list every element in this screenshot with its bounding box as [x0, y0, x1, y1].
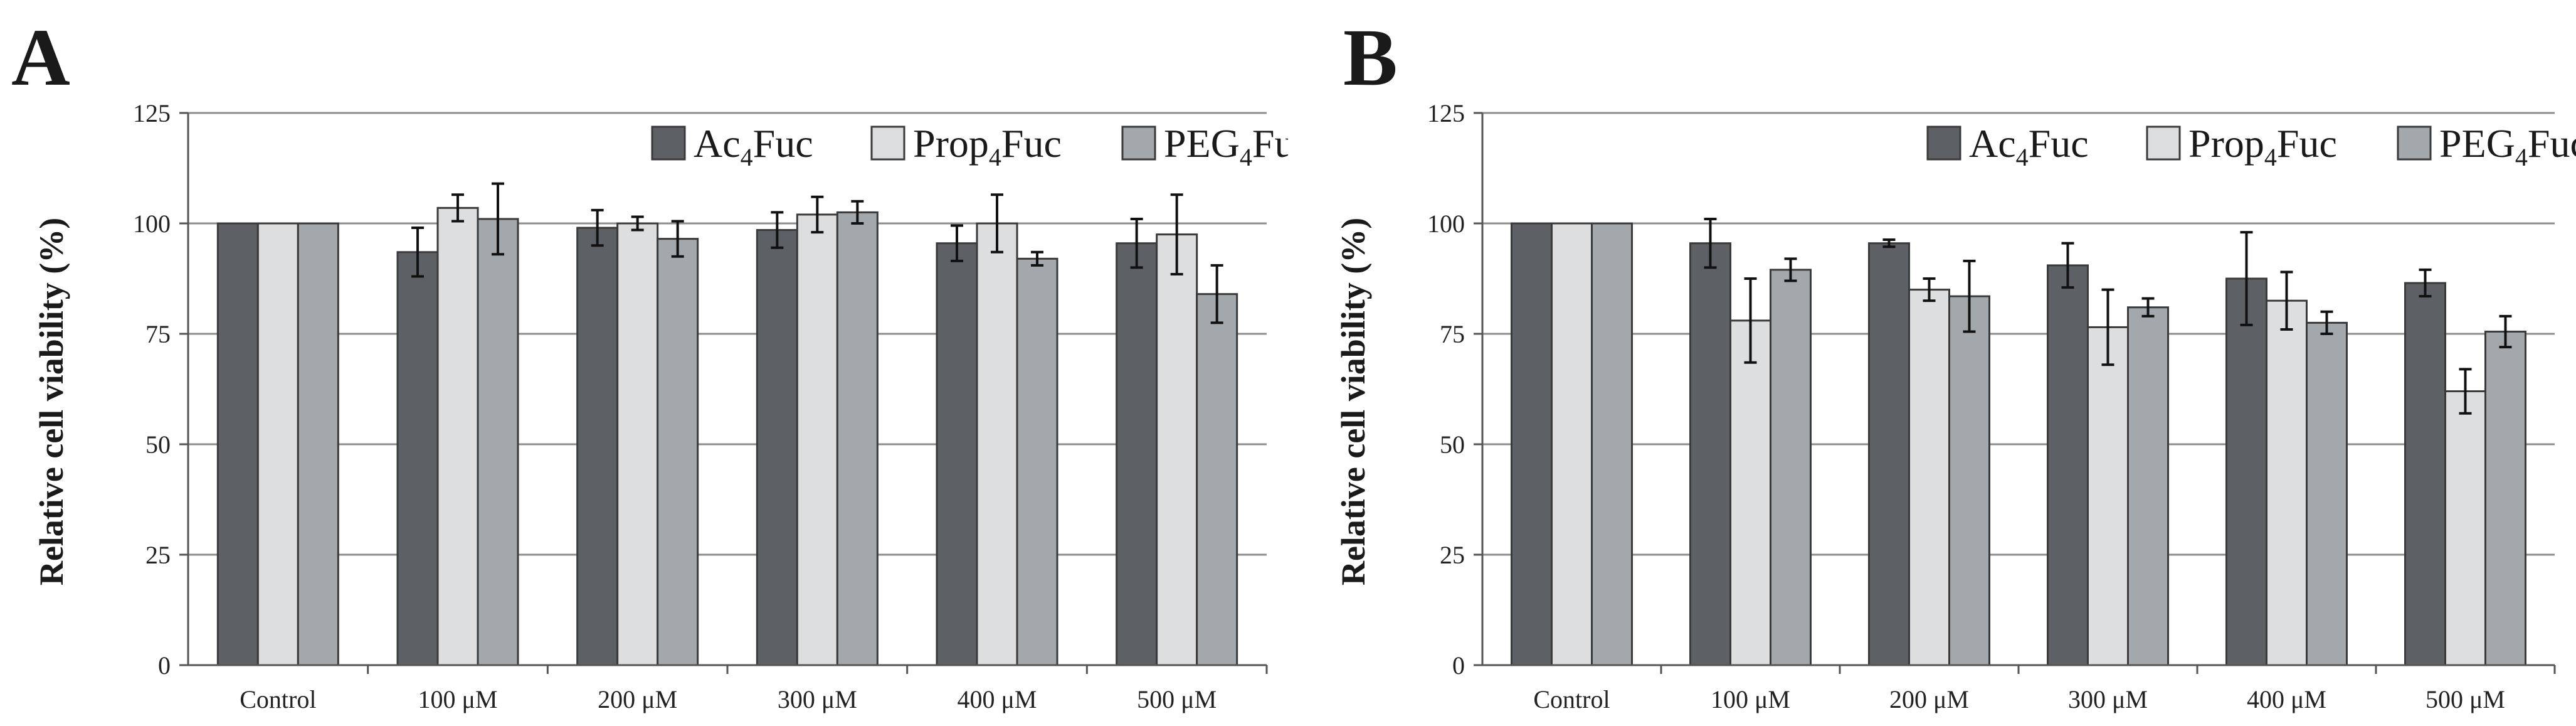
chart-panel-a: A Relative cell viability (%) 0 25 50 75 100… [11, 13, 1288, 713]
bar [1116, 242, 1158, 666]
legend-swatch [870, 125, 905, 161]
x-tick-label: 500 μM [2426, 685, 2505, 713]
bar [936, 242, 978, 666]
x-tick-label: 400 μM [957, 685, 1037, 713]
y-tick-label: 25 [1440, 541, 1465, 569]
bar [1591, 222, 1633, 666]
y-tick-label: 75 [1440, 320, 1465, 348]
panel-letter: B [1343, 13, 1398, 103]
bar [1689, 242, 1731, 666]
bar [216, 222, 259, 666]
y-tick-label: 0 [158, 651, 171, 680]
x-tick-label: 200 μM [1889, 685, 1969, 713]
legend-label: PEG4Fuc [1164, 121, 1288, 171]
y-tick-label: 75 [145, 320, 171, 348]
bar [1511, 222, 1553, 666]
legend-swatch [1121, 125, 1156, 161]
y-axis-title: Relative cell viability (%) [33, 218, 70, 585]
bar [256, 222, 299, 666]
legend-swatch [651, 125, 686, 161]
bar [477, 218, 519, 666]
bar [1016, 257, 1058, 666]
bar [1948, 295, 1990, 666]
bar [616, 222, 659, 666]
chart-b-svg: B Relative cell viability (%) 0 25 50 75 100… [1334, 13, 2576, 713]
legend-swatch [1926, 125, 1961, 161]
x-tick-label: 400 μM [2247, 685, 2326, 713]
x-tick-label: 100 μM [1711, 685, 1790, 713]
bar [976, 222, 1018, 666]
bar [2266, 299, 2308, 666]
y-tick-label: 125 [133, 99, 171, 127]
bar [1551, 222, 1593, 666]
x-tick-label: 200 μM [598, 685, 677, 713]
y-tick-label: 50 [145, 430, 171, 459]
legend-swatch [2397, 125, 2432, 161]
bar [657, 238, 699, 666]
y-tick-label: 50 [1440, 430, 1465, 459]
plot-area: 0 25 50 75 100 125 Control 100 μM 200 μM 300 μM 40… [1427, 99, 2576, 713]
y-tick-label: 25 [145, 541, 171, 569]
x-tick-label: 300 μM [778, 685, 857, 713]
x-tick-label: 500 μM [1137, 685, 1217, 713]
y-tick-label: 100 [1427, 210, 1465, 238]
bar [836, 211, 879, 666]
bar [2404, 282, 2446, 666]
legend-label: Prop4Fuc [2188, 121, 2337, 171]
bar [1908, 289, 1950, 666]
x-tick-label: 100 μM [418, 685, 497, 713]
bar [796, 213, 838, 666]
bar [2306, 321, 2348, 666]
bar [2444, 390, 2486, 666]
bar [396, 251, 439, 666]
bar [2484, 330, 2526, 666]
legend-label: PEG4Fuc [2439, 121, 2576, 171]
y-axis-title: Relative cell viability (%) [1334, 218, 1372, 585]
bar [2047, 264, 2089, 666]
bar [436, 206, 479, 666]
bar [2127, 306, 2169, 666]
bar [576, 227, 619, 666]
bar [297, 222, 339, 666]
bar [2087, 326, 2129, 666]
bar [1729, 319, 1771, 666]
y-tick-label: 0 [1452, 651, 1465, 680]
bar [756, 229, 798, 666]
y-tick-label: 100 [133, 210, 171, 238]
panel-letter: A [11, 13, 70, 103]
bar [1868, 242, 1910, 666]
legend-label: Ac4Fuc [694, 121, 813, 171]
x-tick-label: 300 μM [2068, 685, 2148, 713]
y-tick-label: 125 [1427, 99, 1465, 127]
chart-a-svg: A Relative cell viability (%) 0 25 50 75 100… [11, 13, 1288, 713]
bar [2225, 277, 2267, 666]
plot-area: 0 25 50 75 100 125 Control 100 μM 200 μM 300 μM 40… [133, 99, 1288, 713]
x-tick-label: Control [240, 685, 316, 713]
legend-label: Prop4Fuc [913, 121, 1062, 171]
x-tick-label: Control [1533, 685, 1610, 713]
bar [1156, 233, 1198, 666]
bar [1770, 269, 1812, 666]
legend-swatch [2146, 125, 2181, 161]
chart-panel-b: B Relative cell viability (%) 0 25 50 75 100… [1288, 0, 2576, 726]
legend-label: Ac4Fuc [1969, 121, 2089, 171]
bar [1196, 293, 1238, 666]
